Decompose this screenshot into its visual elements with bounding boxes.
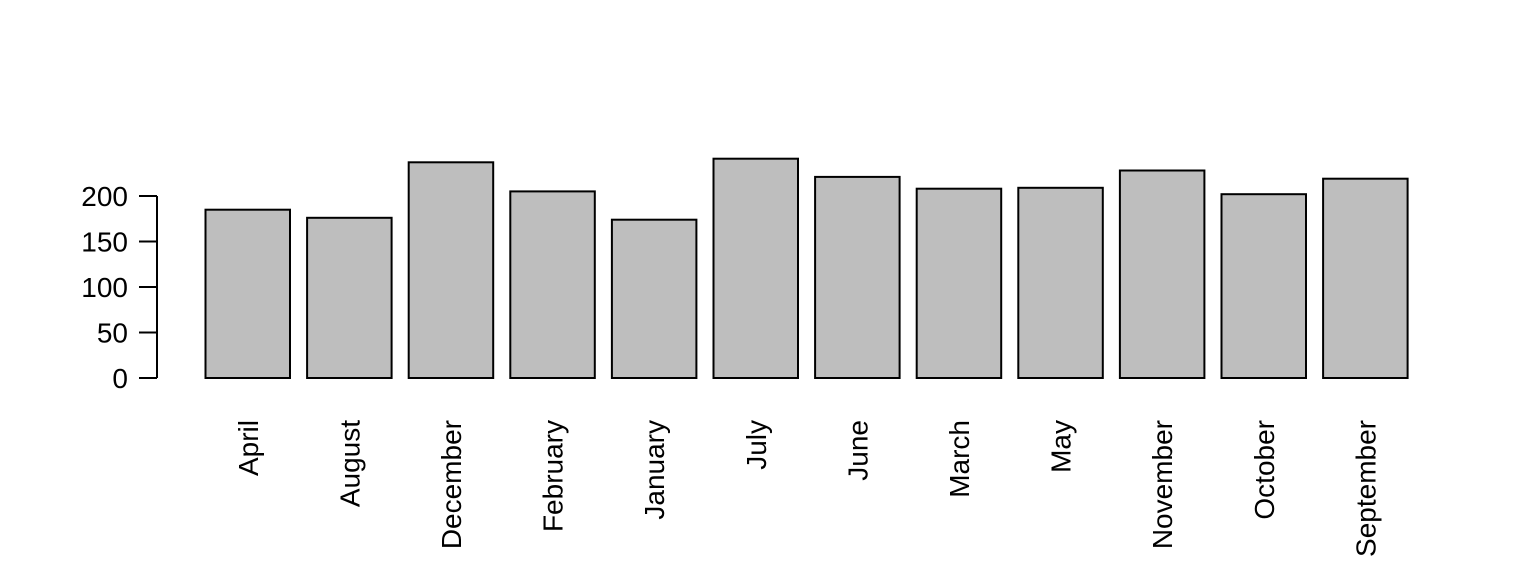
x-label-june: June — [842, 420, 873, 481]
y-tick-label-50: 50 — [97, 318, 128, 349]
y-tick-label-0: 0 — [112, 363, 128, 394]
y-tick-label-100: 100 — [81, 272, 128, 303]
x-label-august: August — [334, 420, 365, 507]
x-label-november: November — [1147, 420, 1178, 549]
x-label-april: April — [233, 420, 264, 476]
x-label-september: September — [1350, 420, 1381, 557]
bar-april — [204, 208, 291, 379]
x-label-february: February — [538, 420, 569, 532]
bar-june — [814, 175, 901, 379]
bar-august — [306, 216, 393, 379]
x-label-october: October — [1249, 420, 1280, 520]
bar-july — [712, 157, 799, 379]
bar-october — [1220, 193, 1307, 379]
x-label-march: March — [944, 420, 975, 498]
x-axis-labels: April August December February January July Ju… — [233, 420, 1382, 557]
bar-september — [1322, 177, 1409, 379]
x-label-may: May — [1046, 420, 1077, 473]
x-label-december: December — [436, 420, 467, 549]
bar-january — [610, 218, 698, 379]
bar-february — [509, 190, 596, 379]
y-tick-label-200: 200 — [81, 181, 128, 212]
x-label-july: July — [741, 420, 772, 470]
bars-group — [204, 157, 1409, 379]
bar-may — [1017, 186, 1104, 379]
y-axis: 0 50 100 150 200 — [81, 181, 158, 394]
x-label-january: January — [639, 420, 670, 520]
bar-december — [407, 161, 495, 379]
bar-november — [1118, 169, 1206, 379]
bar-march — [915, 187, 1003, 379]
y-tick-label-150: 150 — [81, 227, 128, 258]
